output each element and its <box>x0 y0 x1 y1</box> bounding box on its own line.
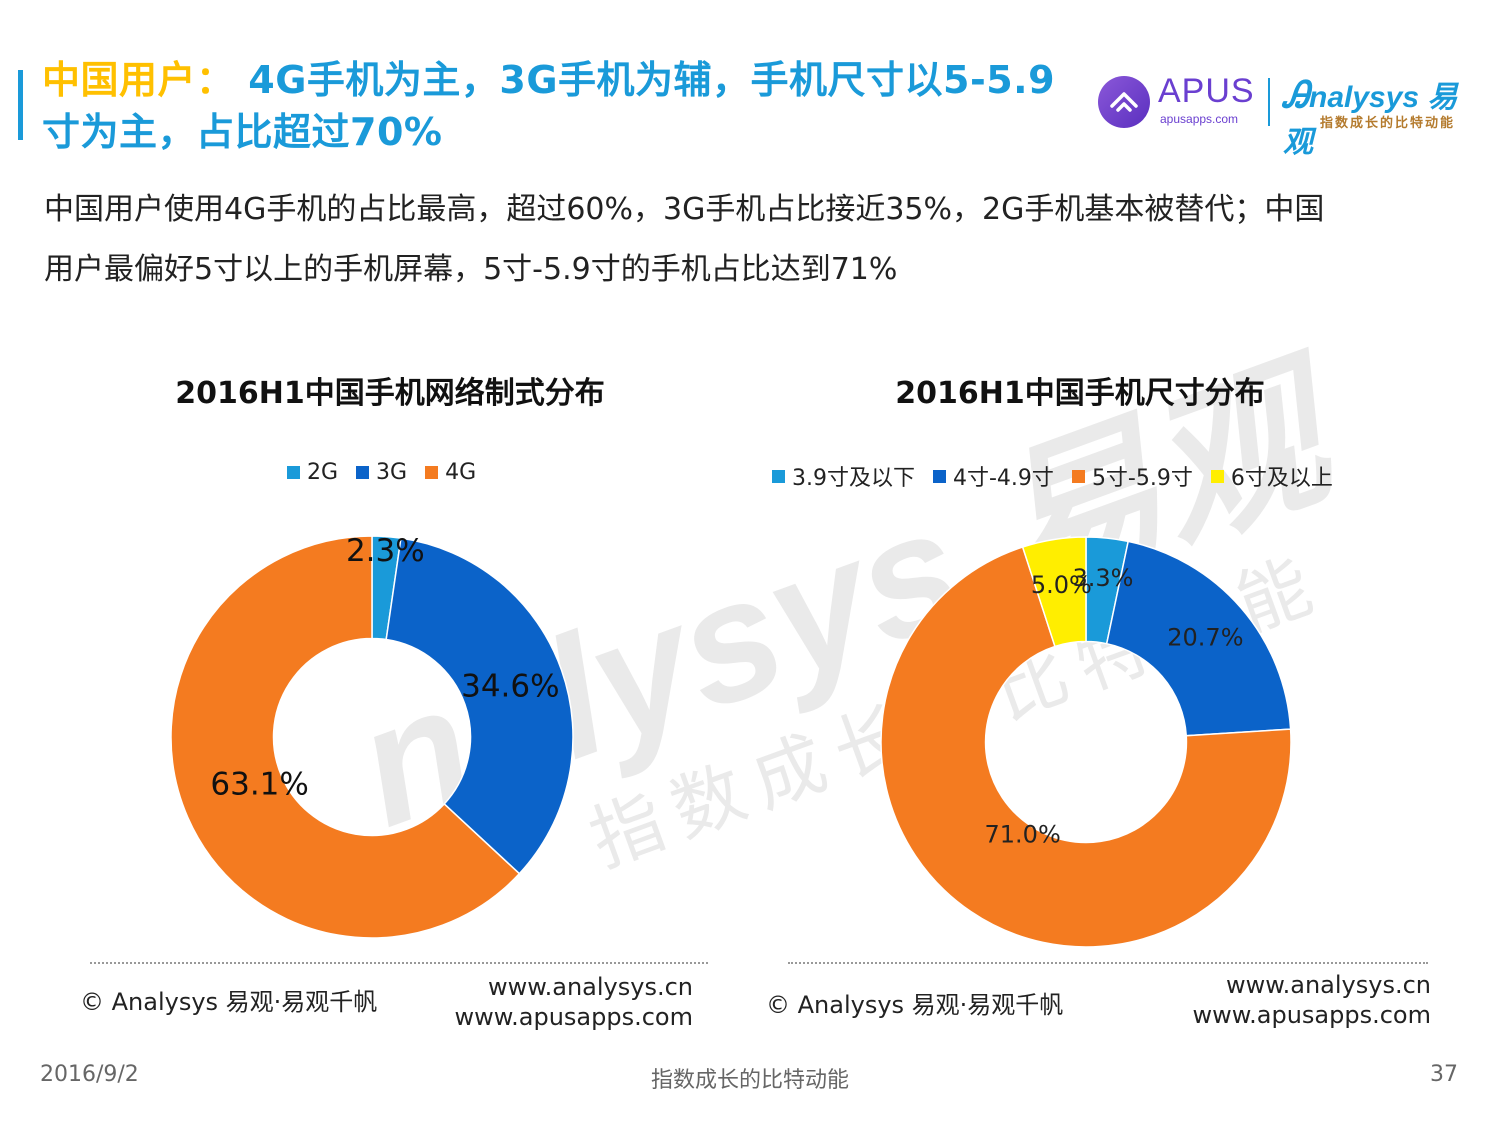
chart2-url-analysys: www.analysys.cn <box>1225 971 1431 999</box>
chart1-legend: 2G 3G 4G <box>287 460 494 485</box>
data-label-6寸及以上: 5.0% <box>1031 571 1092 599</box>
footer-date: 2016/9/2 <box>40 1062 139 1087</box>
legend-label: 4G <box>445 460 477 485</box>
chart2-donut: 3.3% 20.7% 71.0% 5.0% <box>880 536 1292 948</box>
chart1-donut: 2.3% 34.6% 63.1% <box>170 535 574 939</box>
legend-swatch <box>287 466 300 479</box>
legend-item-4寸-4.9寸: 4寸-4.9寸 <box>933 460 1054 492</box>
chart1-url-apus: www.apusapps.com <box>454 1003 693 1031</box>
donut-slice-4G <box>170 535 521 939</box>
brand-logos: APUS apusapps.com Ꭿnalysys 易观 指数成长的比特动能 <box>1098 70 1483 159</box>
apus-brand-name: APUS <box>1158 72 1255 110</box>
donut-slice-3G <box>385 537 574 875</box>
apus-logo-icon <box>1098 76 1150 128</box>
title-accent-bar <box>18 70 23 140</box>
donut-slice-6寸及以上 <box>1021 536 1087 648</box>
legend-label: 2G <box>307 460 339 485</box>
data-label-3.9寸及以下: 3.3% <box>1072 564 1133 592</box>
legend-item-2G: 2G <box>287 460 338 485</box>
chart1-url-analysys: www.analysys.cn <box>487 973 693 1001</box>
legend-item-4G: 4G <box>425 460 476 485</box>
legend-swatch <box>425 466 439 479</box>
legend-swatch <box>933 469 946 483</box>
legend-swatch <box>772 469 785 483</box>
data-label-3G: 34.6% <box>461 669 559 705</box>
chart1-copyright: © Analysys 易观·易观千帆 <box>80 988 378 1016</box>
legend-label: 3.9寸及以下 <box>792 466 915 491</box>
brand-divider <box>1268 78 1270 126</box>
data-label-2G: 2.3% <box>346 535 425 569</box>
footer-page-number: 37 <box>1430 1062 1458 1087</box>
chart1-divider <box>90 962 708 964</box>
chart2-divider <box>788 962 1428 964</box>
legend-item-5寸-5.9寸: 5寸-5.9寸 <box>1071 460 1193 492</box>
chart2-url-apus: www.apusapps.com <box>1192 1001 1431 1029</box>
page-title: 中国用户： 4G手机为主，3G手机为辅，手机尺寸以5-5.9寸为主，占比超过70… <box>42 54 1072 158</box>
legend-label: 6寸及以上 <box>1230 466 1333 491</box>
chart2-copyright: © Analysys 易观·易观千帆 <box>766 991 1064 1019</box>
summary-text: 中国用户使用4G手机的占比最高，超过60%，3G手机占比接近35%，2G手机基本… <box>44 192 1325 287</box>
page-title-rest: 4G手机为主，3G手机为辅，手机尺寸以5-5.9寸为主，占比超过70% <box>42 58 1056 154</box>
legend-item-3G: 3G <box>356 460 407 485</box>
legend-item-3.9寸及以下: 3.9寸及以下 <box>772 460 915 492</box>
chart2-source-urls: www.analysys.cn www.apusapps.com <box>1160 970 1431 1030</box>
chart1-title: 2016H1中国手机网络制式分布 <box>175 376 605 411</box>
apus-brand-url: apusapps.com <box>1160 112 1239 126</box>
legend-item-6寸及以上: 6寸及以上 <box>1210 460 1333 492</box>
donut-slice-4寸-4.9寸 <box>1105 540 1292 737</box>
chart2-legend: 3.9寸及以下 4寸-4.9寸 5寸-5.9寸 6寸及以上 <box>772 460 1351 492</box>
legend-swatch <box>1210 469 1224 483</box>
analysys-brand-text: nalysys 易观 <box>1283 81 1458 159</box>
legend-label: 5寸-5.9寸 <box>1091 466 1193 491</box>
chart2-title: 2016H1中国手机尺寸分布 <box>895 376 1265 411</box>
footer-slogan: 指数成长的比特动能 <box>650 1068 849 1093</box>
analysys-slogan: 指数成长的比特动能 <box>1320 116 1456 131</box>
data-label-4G: 63.1% <box>210 767 308 803</box>
data-label-4寸-4.9寸: 20.7% <box>1167 624 1243 652</box>
page-title-highlight: 中国用户： <box>42 58 235 102</box>
donut-slice-5寸-5.9寸 <box>880 546 1292 948</box>
chart1-source-urls: www.analysys.cn www.apusapps.com <box>440 972 693 1032</box>
legend-swatch <box>1071 469 1085 483</box>
data-label-5寸-5.9寸: 71.0% <box>985 820 1061 848</box>
legend-label: 4寸-4.9寸 <box>953 466 1054 491</box>
legend-label: 3G <box>376 460 408 485</box>
analysys-a-icon: Ꭿ <box>1283 74 1310 115</box>
legend-swatch <box>356 466 370 479</box>
analysys-brand-name: Ꭿnalysys 易观 <box>1283 72 1483 161</box>
